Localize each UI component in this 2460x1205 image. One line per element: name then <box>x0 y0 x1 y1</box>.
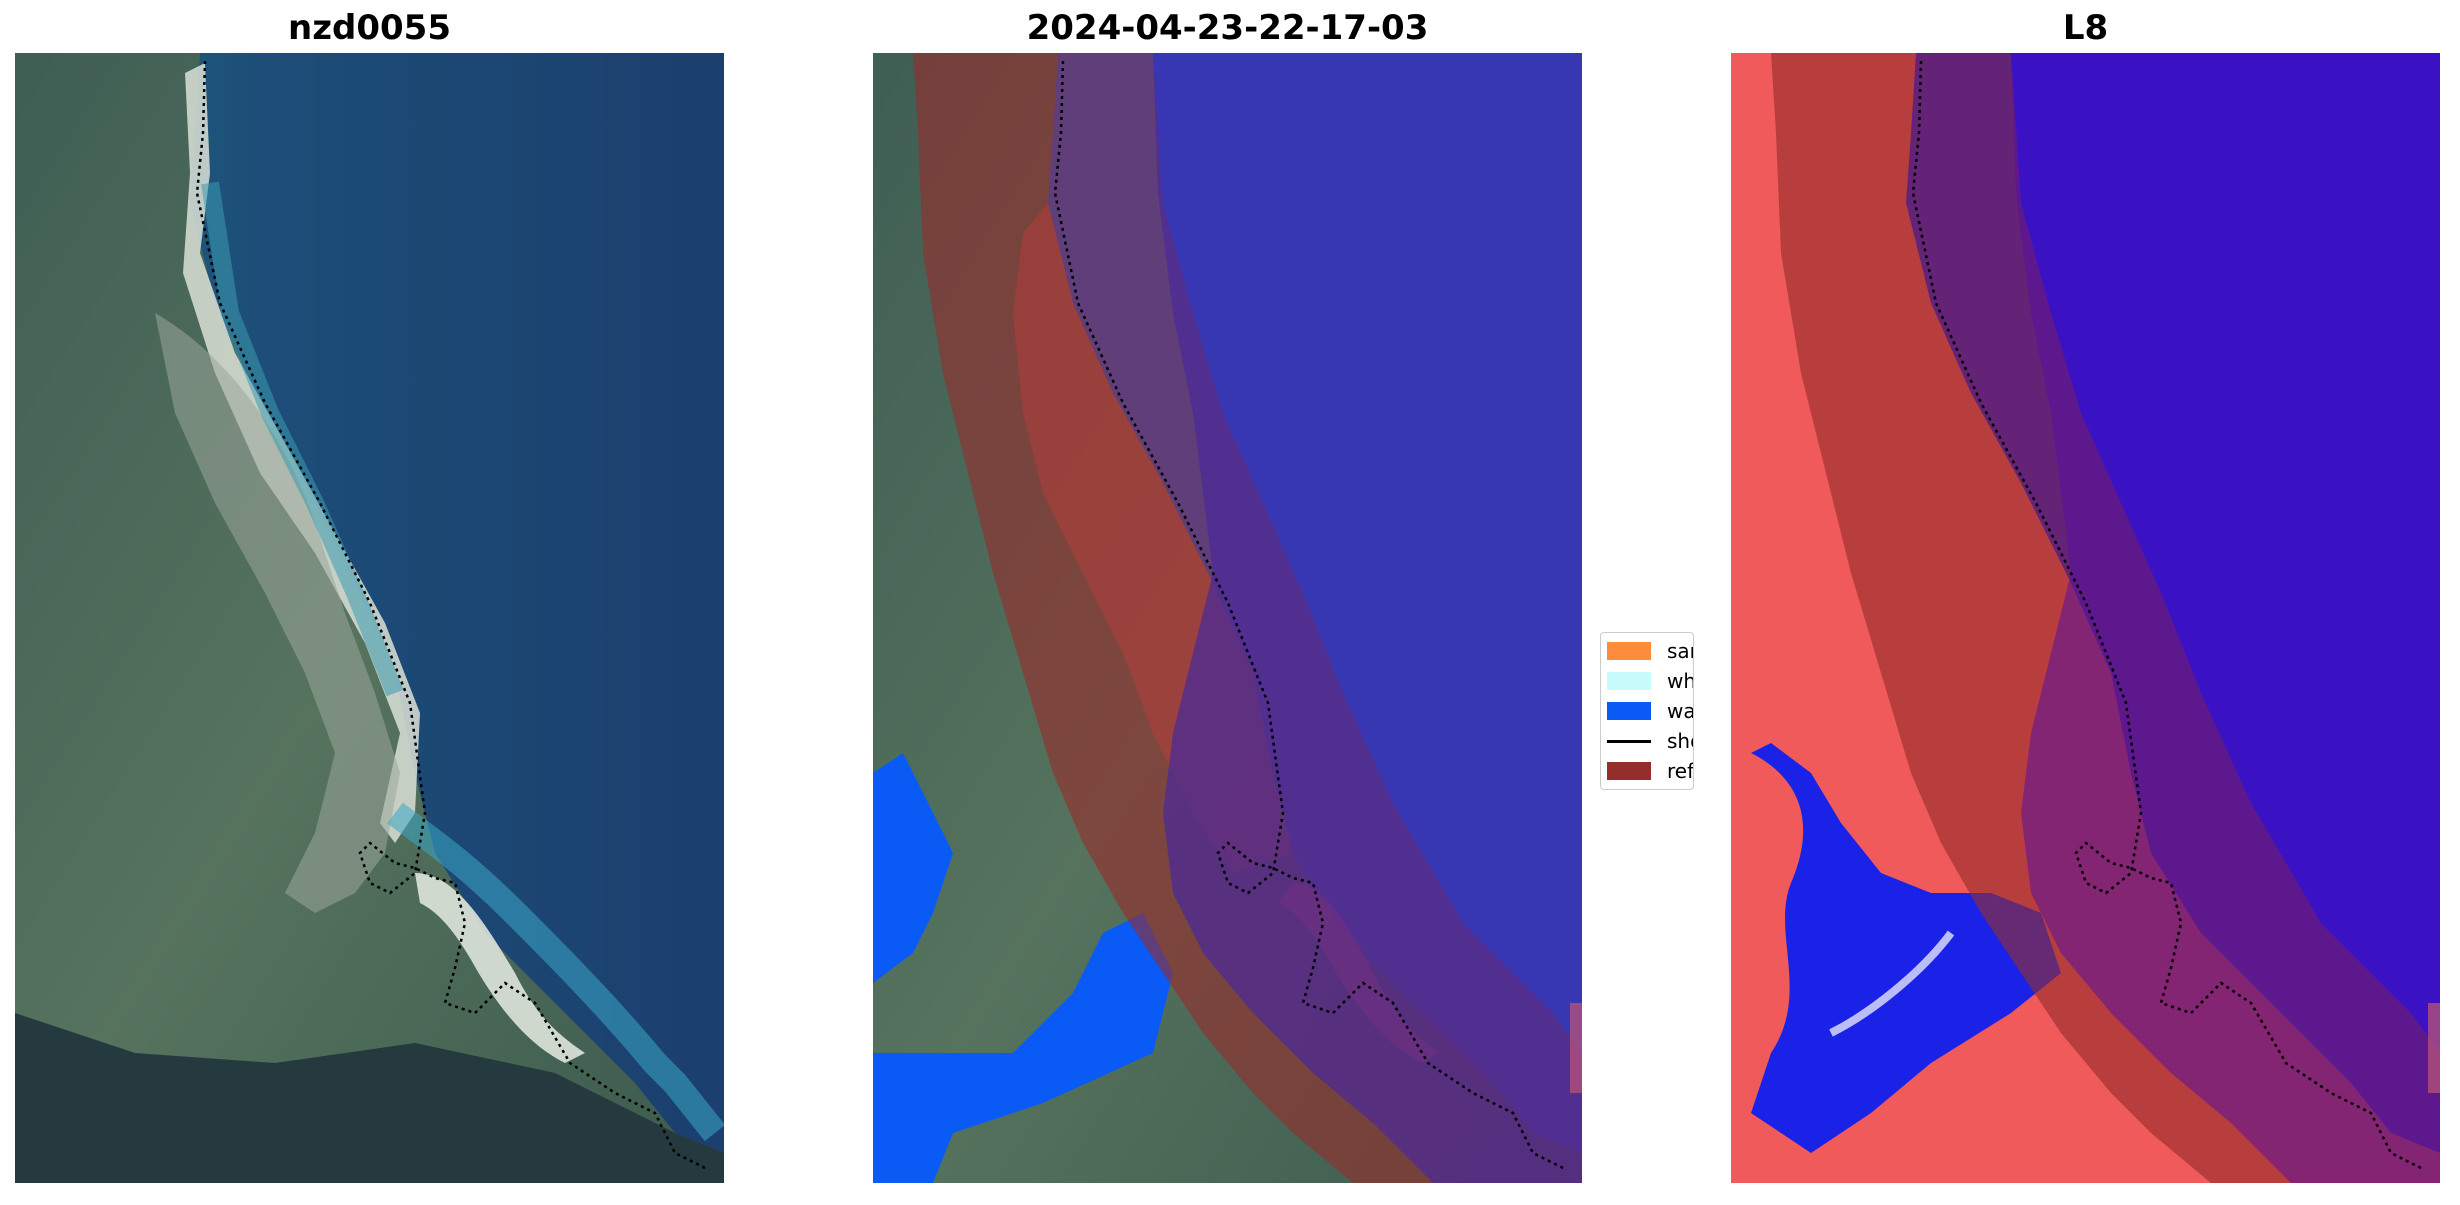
legend-swatch-sand <box>1607 642 1651 660</box>
legend-line-shoreline <box>1607 739 1651 743</box>
legend-label-water: water <box>1667 699 1694 723</box>
legend-label-sand: sand <box>1667 639 1693 663</box>
legend-item-reference: referen <box>1607 757 1694 785</box>
legend-label-shoreline: shorel <box>1667 729 1693 753</box>
legend-swatch-reference <box>1607 762 1651 780</box>
legend: sand whitew water shorel referen <box>1600 632 1694 790</box>
legend-label-reference: referen <box>1667 759 1694 783</box>
index-panel <box>1731 53 2440 1183</box>
legend-item-shoreline: shorel <box>1607 727 1693 755</box>
legend-item-water: water <box>1607 697 1694 725</box>
panel-title-rgb: nzd0055 <box>288 8 451 48</box>
panel-title-index: L8 <box>2062 8 2109 48</box>
panel-title-classification: 2024-04-23-22-17-03 <box>1026 8 1429 48</box>
rgb-satellite-image <box>15 53 724 1183</box>
rgb-image-panel <box>15 53 724 1183</box>
legend-swatch-water <box>1607 702 1651 720</box>
classification-panel <box>873 53 1582 1183</box>
legend-item-whitewater: whitew <box>1607 667 1693 695</box>
legend-label-whitewater: whitew <box>1667 669 1693 693</box>
legend-item-sand: sand <box>1607 637 1693 665</box>
legend-swatch-whitewater <box>1607 672 1651 690</box>
classification-image <box>873 53 1582 1183</box>
water-index-image <box>1731 53 2440 1183</box>
